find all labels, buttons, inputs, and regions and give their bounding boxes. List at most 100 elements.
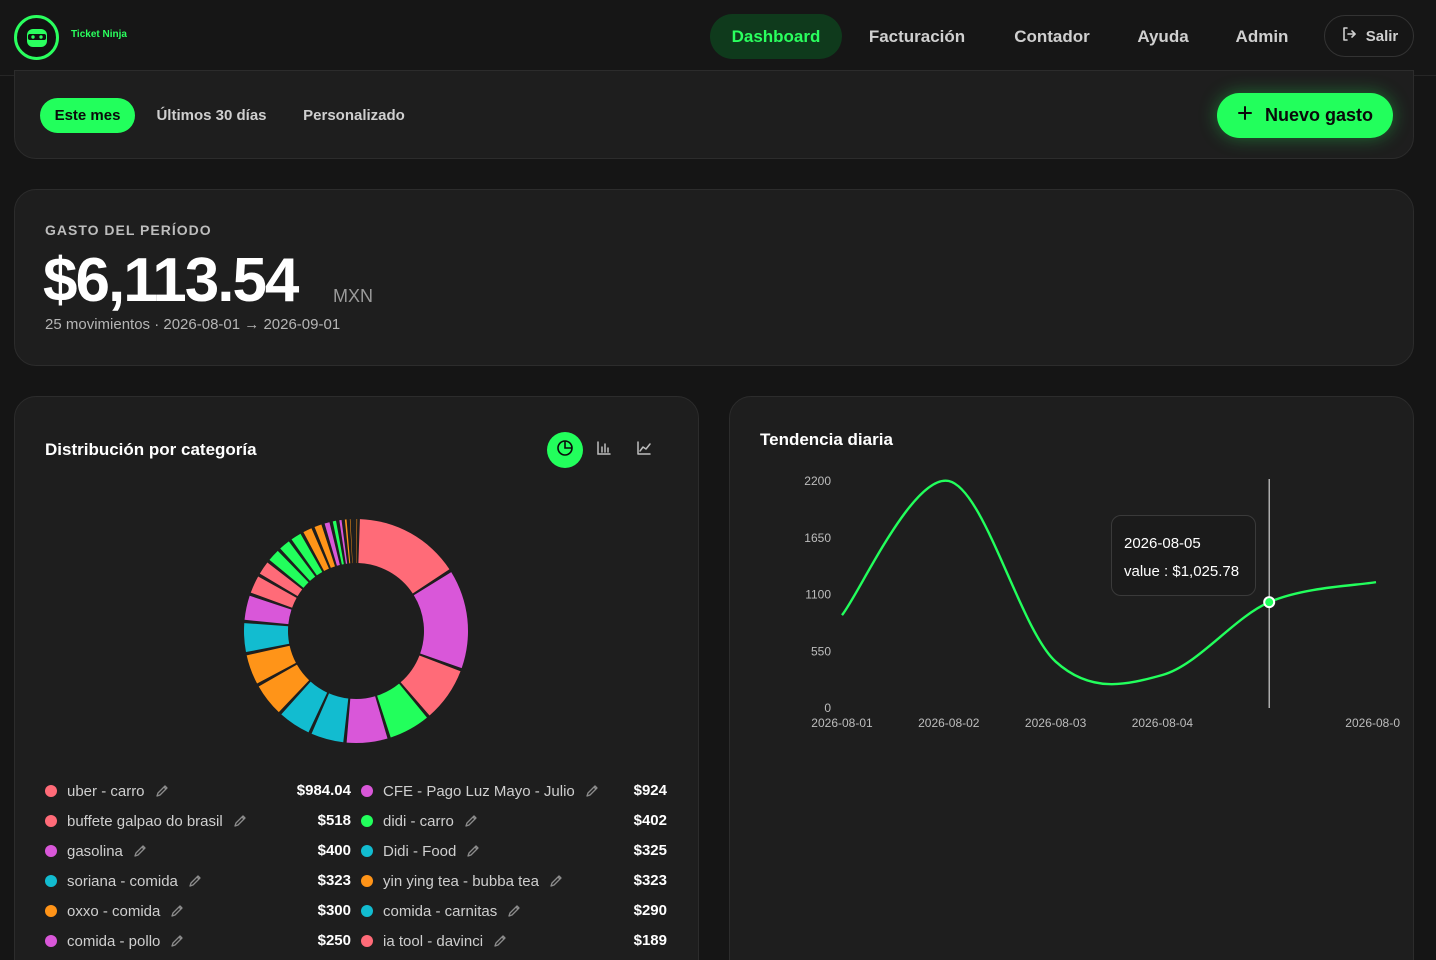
- edit-pencil-icon[interactable]: [170, 904, 184, 918]
- legend-amount: $400: [317, 842, 351, 859]
- legend-color-dot: [45, 785, 57, 797]
- donut-slice[interactable]: [269, 550, 309, 588]
- legend-color-dot: [45, 935, 57, 947]
- x-tick-label: 2026-08-06: [1345, 716, 1400, 730]
- period-spend-label: GASTO DEL PERÍODO: [45, 222, 212, 238]
- nav-facturacion[interactable]: Facturación: [868, 27, 966, 46]
- filter-custom[interactable]: Personalizado: [303, 107, 405, 124]
- legend-amount: $402: [633, 812, 667, 829]
- donut-slice[interactable]: [349, 519, 353, 564]
- legend-amount: $323: [317, 872, 351, 889]
- new-expense-button[interactable]: Nuevo gasto: [1217, 93, 1393, 138]
- nav-admin[interactable]: Admin: [1235, 27, 1289, 46]
- legend-item: uber - carro: [45, 780, 169, 802]
- donut-slice[interactable]: [280, 541, 316, 581]
- edit-pencil-icon[interactable]: [170, 934, 184, 948]
- legend-amount: $290: [633, 902, 667, 919]
- legend-category-name: comida - pollo: [67, 932, 161, 950]
- legend-item: oxxo - comida: [45, 900, 184, 922]
- legend-item: didi - carro: [361, 810, 478, 832]
- legend-amount: $924: [633, 782, 667, 799]
- edit-pencil-icon[interactable]: [133, 844, 147, 858]
- edit-pencil-icon[interactable]: [549, 874, 563, 888]
- donut-slice[interactable]: [377, 683, 427, 738]
- donut-slice[interactable]: [258, 664, 310, 713]
- donut-slice[interactable]: [244, 595, 292, 625]
- filter-last-30-days[interactable]: Últimos 30 días: [156, 107, 267, 124]
- x-tick-label: 2026-08-04: [1132, 716, 1194, 730]
- legend-amount: $323: [633, 872, 667, 889]
- category-donut-chart: [244, 519, 468, 743]
- legend-category-name: CFE - Pago Luz Mayo - Julio: [383, 782, 575, 800]
- x-tick-label: 2026-08-03: [1025, 716, 1087, 730]
- legend-category-name: buffete galpao do brasil: [67, 812, 223, 830]
- legend-item: gasolina: [45, 840, 147, 862]
- edit-pencil-icon[interactable]: [155, 784, 169, 798]
- bar-chart-icon: [595, 439, 613, 462]
- legend-amount: $300: [317, 902, 351, 919]
- filter-this-month[interactable]: Este mes: [40, 98, 135, 133]
- donut-slice[interactable]: [324, 522, 340, 566]
- donut-slice[interactable]: [356, 519, 358, 564]
- donut-slice[interactable]: [246, 645, 296, 684]
- edit-pencil-icon[interactable]: [507, 904, 521, 918]
- period-spend-amount: $6,113.54: [43, 246, 299, 315]
- legend-category-name: didi - carro: [383, 812, 454, 830]
- donut-slice[interactable]: [314, 524, 335, 568]
- legend-category-name: gasolina: [67, 842, 123, 860]
- edit-pencil-icon[interactable]: [464, 814, 478, 828]
- donut-slice[interactable]: [311, 693, 349, 743]
- legend-amount: $518: [317, 812, 351, 829]
- legend-item: buffete galpao do brasil: [45, 810, 247, 832]
- edit-pencil-icon[interactable]: [466, 844, 480, 858]
- donut-slice[interactable]: [332, 520, 344, 565]
- brand-name: Ticket Ninja: [71, 29, 127, 40]
- donut-slice[interactable]: [346, 696, 388, 743]
- edit-pencil-icon[interactable]: [493, 934, 507, 948]
- donut-slice[interactable]: [413, 572, 468, 669]
- active-data-point[interactable]: [1263, 596, 1276, 609]
- category-distribution-card: [14, 396, 699, 960]
- legend-color-dot: [361, 815, 373, 827]
- bar-view-button[interactable]: [586, 432, 622, 468]
- nav-ayuda[interactable]: Ayuda: [1137, 27, 1189, 46]
- donut-slice[interactable]: [344, 519, 351, 564]
- pie-view-button[interactable]: [547, 432, 583, 468]
- legend-item: comida - pollo: [45, 930, 184, 952]
- tooltip-date: 2026-08-05: [1124, 535, 1201, 552]
- edit-pencil-icon[interactable]: [585, 784, 599, 798]
- donut-slice[interactable]: [281, 681, 328, 733]
- ticket-ninja-logo[interactable]: [14, 15, 59, 60]
- legend-category-name: ia tool - davinci: [383, 932, 484, 950]
- distribution-title: Distribución por categoría: [45, 440, 257, 459]
- donut-slice[interactable]: [244, 623, 290, 653]
- currency-label: MXN: [333, 286, 373, 306]
- legend-category-name: soriana - comida: [67, 872, 178, 890]
- donut-slice[interactable]: [400, 655, 461, 716]
- y-tick-label: 0: [824, 701, 831, 715]
- y-tick-label: 1650: [804, 531, 831, 545]
- donut-slice[interactable]: [353, 519, 355, 564]
- legend-amount: $325: [633, 842, 667, 859]
- logout-button[interactable]: Salir: [1324, 15, 1414, 57]
- legend-color-dot: [361, 875, 373, 887]
- edit-pencil-icon[interactable]: [233, 814, 247, 828]
- edit-pencil-icon[interactable]: [188, 874, 202, 888]
- donut-slice[interactable]: [358, 519, 450, 594]
- donut-slice[interactable]: [259, 562, 303, 597]
- donut-slice[interactable]: [250, 576, 297, 608]
- legend-amount: $189: [633, 932, 667, 949]
- donut-slice[interactable]: [339, 519, 348, 564]
- legend-color-dot: [361, 845, 373, 857]
- legend-item: ia tool - davinci: [361, 930, 507, 952]
- line-view-button[interactable]: [626, 432, 662, 468]
- donut-slice[interactable]: [291, 533, 323, 576]
- logout-label: Salir: [1365, 27, 1399, 45]
- nav-dashboard[interactable]: Dashboard: [710, 14, 842, 59]
- legend-item: comida - carnitas: [361, 900, 521, 922]
- donut-slice[interactable]: [303, 528, 329, 571]
- x-tick-label: 2026-08-02: [918, 716, 980, 730]
- legend-category-name: oxxo - comida: [67, 902, 161, 920]
- legend-item: Didi - Food: [361, 840, 480, 862]
- nav-contador[interactable]: Contador: [1014, 27, 1090, 46]
